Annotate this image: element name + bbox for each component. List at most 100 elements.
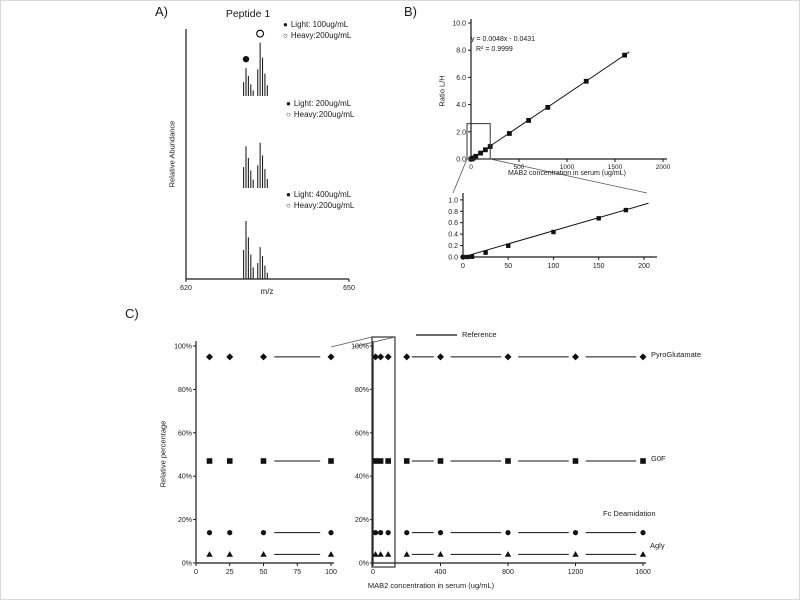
svg-text:0%: 0% xyxy=(359,561,369,568)
panel-a-title: Peptide 1 xyxy=(225,8,271,20)
circle-marker xyxy=(242,55,250,63)
svg-text:40%: 40% xyxy=(178,474,192,481)
square-marker xyxy=(377,458,384,464)
spectrum-3-legend: ● Light: 400ug/mL ○ Heavy:200ug/mL xyxy=(286,190,354,211)
square-marker xyxy=(623,207,629,213)
square-marker xyxy=(385,458,391,464)
square-marker xyxy=(507,131,512,136)
legend-text: Heavy:200ug/mL xyxy=(293,109,355,119)
diamond-marker xyxy=(226,353,234,361)
fit-equation: y = 0.0048x - 0.0431 xyxy=(471,36,536,43)
legend-text: Heavy:200ug/mL xyxy=(290,30,352,40)
circle-marker xyxy=(206,530,213,536)
svg-text:0: 0 xyxy=(371,569,375,576)
legend-row-light: ● Light: 400ug/mL xyxy=(286,190,354,201)
diamond-marker xyxy=(260,353,267,361)
triangle-marker xyxy=(403,551,410,557)
svg-text:20%: 20% xyxy=(178,517,192,524)
diamond-marker xyxy=(572,353,579,361)
square-marker xyxy=(545,104,551,110)
svg-text:0.8: 0.8 xyxy=(448,209,458,216)
svg-text:100: 100 xyxy=(325,569,337,576)
triangle-marker xyxy=(504,551,512,557)
circle-marker xyxy=(377,530,384,536)
square-marker xyxy=(478,150,483,156)
svg-text:100%: 100% xyxy=(174,344,192,351)
triangle-marker xyxy=(437,551,444,557)
svg-text:0%: 0% xyxy=(182,561,192,568)
triangle-marker xyxy=(384,551,392,557)
svg-text:800: 800 xyxy=(502,569,514,576)
svg-text:100%: 100% xyxy=(351,344,369,351)
square-marker xyxy=(583,78,589,84)
svg-text:40%: 40% xyxy=(355,474,369,481)
spectrum-1-legend: ● Light: 100ug/mL ○ Heavy:200ug/mL xyxy=(283,20,351,41)
svg-text:20%: 20% xyxy=(355,517,369,524)
series-label-pyroglutamate: PyroGlutamate xyxy=(651,350,702,359)
circle-marker xyxy=(328,530,334,536)
panel-b-x-axis-label: MAB2 concentration in serum (ug/mL) xyxy=(508,170,626,177)
square-marker xyxy=(460,254,466,260)
square-marker xyxy=(260,458,267,464)
svg-text:1500: 1500 xyxy=(608,164,623,171)
svg-text:50: 50 xyxy=(260,569,268,576)
svg-text:0.4: 0.4 xyxy=(448,232,458,239)
open-circle-icon: ○ xyxy=(283,30,288,40)
panel-b-y-axis-label: Ratio L/H xyxy=(437,75,447,107)
open-circle-marker xyxy=(256,29,265,38)
square-marker xyxy=(483,250,488,255)
triangle-marker xyxy=(372,551,379,557)
svg-text:80%: 80% xyxy=(355,387,369,394)
reference-legend-label: Reference xyxy=(462,330,497,339)
svg-text:0: 0 xyxy=(461,263,465,270)
svg-text:60%: 60% xyxy=(355,430,369,437)
square-marker xyxy=(505,458,511,464)
square-marker xyxy=(506,243,511,248)
diamond-marker xyxy=(403,353,411,361)
svg-text:1200: 1200 xyxy=(568,569,584,576)
filled-circle-icon: ● xyxy=(283,20,288,29)
square-marker xyxy=(572,458,579,464)
diamond-marker xyxy=(327,353,335,361)
svg-text:60%: 60% xyxy=(178,430,192,437)
square-marker xyxy=(372,458,379,464)
panel-a-label: A) xyxy=(155,4,168,19)
svg-text:2000: 2000 xyxy=(656,164,671,171)
square-marker xyxy=(226,458,233,464)
circle-marker xyxy=(404,530,410,536)
svg-text:50: 50 xyxy=(504,263,512,270)
square-marker xyxy=(551,229,556,235)
diamond-marker xyxy=(437,353,444,361)
legend-text: Light: 200ug/mL xyxy=(293,99,352,108)
svg-text:10.0: 10.0 xyxy=(452,21,466,28)
legend-text: Light: 400ug/mL xyxy=(293,190,352,199)
svg-text:2.0: 2.0 xyxy=(456,129,466,136)
diamond-marker xyxy=(372,353,380,361)
legend-row-light: ● Light: 100ug/mL xyxy=(283,20,351,31)
svg-text:8.0: 8.0 xyxy=(456,48,466,55)
triangle-marker xyxy=(572,551,579,557)
triangle-marker xyxy=(226,551,233,557)
diamond-marker xyxy=(384,353,392,361)
circle-marker xyxy=(385,530,391,536)
svg-text:150: 150 xyxy=(593,263,605,270)
svg-text:6.0: 6.0 xyxy=(456,75,466,82)
legend-text: Light: 100ug/mL xyxy=(290,20,349,29)
square-marker xyxy=(526,118,531,123)
svg-text:650: 650 xyxy=(343,285,355,292)
svg-text:0.0: 0.0 xyxy=(456,157,466,164)
legend-row-heavy: ○ Heavy:200ug/mL xyxy=(286,110,354,121)
svg-text:4.0: 4.0 xyxy=(456,102,466,109)
filled-circle-icon: ● xyxy=(286,99,291,108)
svg-text:0.2: 0.2 xyxy=(448,243,458,250)
svg-text:1.0: 1.0 xyxy=(448,197,458,204)
triangle-marker xyxy=(260,551,267,557)
triangle-marker xyxy=(206,551,213,557)
triangle-marker xyxy=(327,551,335,557)
svg-text:200: 200 xyxy=(638,263,650,270)
series-label-g0f: G0F xyxy=(651,454,666,463)
filled-circle-icon: ● xyxy=(286,190,291,199)
square-marker xyxy=(469,254,475,259)
svg-text:1000: 1000 xyxy=(560,164,575,171)
